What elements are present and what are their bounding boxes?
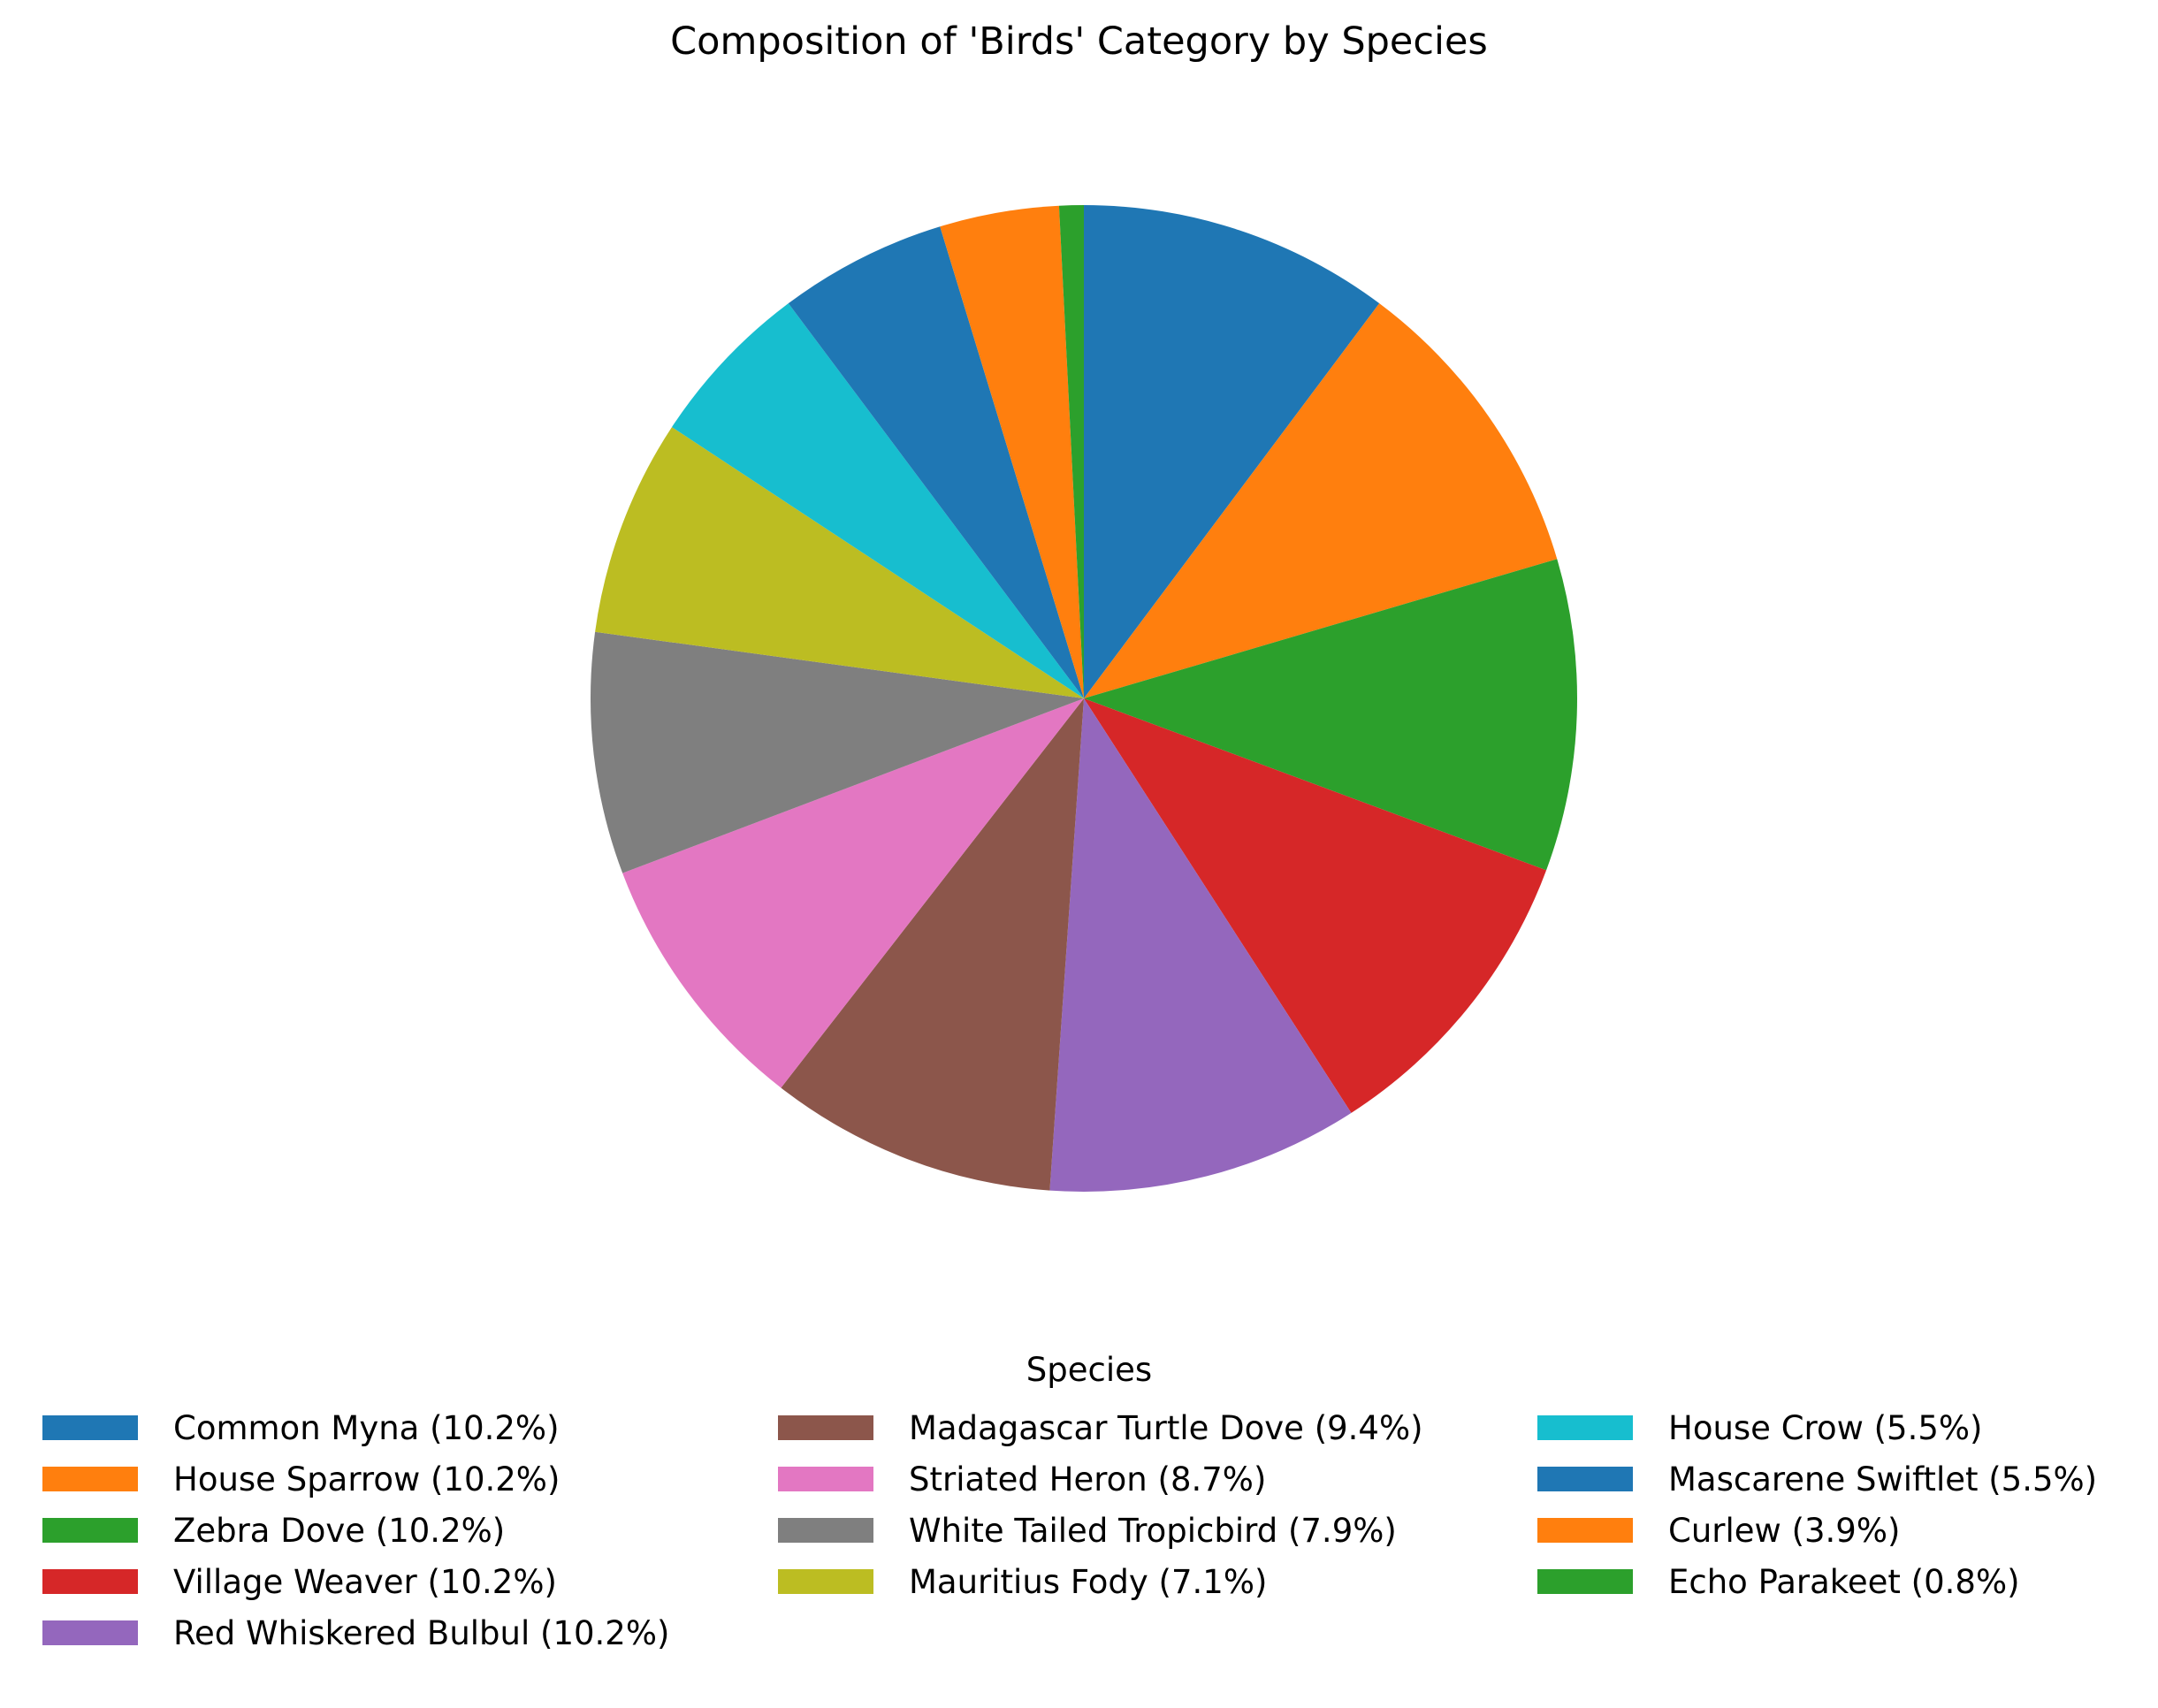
legend-item: Mascarene Swiftlet (5.5%)	[1537, 1453, 2097, 1505]
pie-slice-1	[1084, 303, 1558, 698]
legend-item: Common Myna (10.2%)	[42, 1402, 669, 1453]
legend-label: Mauritius Fody (7.1%)	[909, 1562, 1268, 1601]
legend-swatch	[1537, 1569, 1633, 1594]
legend-swatch	[778, 1569, 873, 1594]
legend-swatch	[778, 1467, 873, 1491]
legend-item: Echo Parakeet (0.8%)	[1537, 1556, 2097, 1607]
pie-slice-3	[1084, 698, 1547, 1113]
legend-item: Village Weaver (10.2%)	[42, 1556, 669, 1607]
legend-swatch	[42, 1518, 138, 1543]
legend-item: Madagascar Turtle Dove (9.4%)	[778, 1402, 1423, 1453]
legend-item: House Sparrow (10.2%)	[42, 1453, 669, 1505]
legend-swatch	[778, 1518, 873, 1543]
pie-slice-0	[1084, 205, 1380, 698]
pie-slice-4	[1049, 698, 1352, 1192]
legend-label: Common Myna (10.2%)	[173, 1408, 560, 1447]
pie-slice-10	[788, 226, 1084, 699]
legend-label: Zebra Dove (10.2%)	[173, 1511, 506, 1550]
pie-slice-11	[940, 205, 1084, 698]
legend-column: Madagascar Turtle Dove (9.4%) Striated He…	[778, 1402, 1423, 1607]
pie-slice-9	[671, 303, 1084, 698]
legend-column: Common Myna (10.2%) House Sparrow (10.2%)…	[42, 1402, 669, 1658]
legend-swatch	[1537, 1467, 1633, 1491]
legend-title: Species	[1026, 1351, 1153, 1389]
pie-slice-8	[595, 427, 1084, 698]
legend-label: Madagascar Turtle Dove (9.4%)	[909, 1408, 1423, 1447]
pie-slice-2	[1084, 559, 1577, 871]
legend-swatch	[42, 1620, 138, 1645]
pie-slice-6	[622, 698, 1084, 1088]
legend-label: Red Whiskered Bulbul (10.2%)	[173, 1613, 670, 1652]
legend-swatch	[42, 1415, 138, 1440]
legend-swatch	[1537, 1518, 1633, 1543]
legend-swatch	[1537, 1415, 1633, 1440]
pie-slice-5	[781, 698, 1084, 1191]
legend-label: House Crow (5.5%)	[1668, 1408, 1983, 1447]
legend-label: White Tailed Tropicbird (7.9%)	[909, 1511, 1397, 1550]
legend-column: House Crow (5.5%) Mascarene Swiftlet (5.5…	[1537, 1402, 2097, 1607]
legend-label: Village Weaver (10.2%)	[173, 1562, 557, 1601]
legend-item: House Crow (5.5%)	[1537, 1402, 2097, 1453]
legend-swatch	[778, 1415, 873, 1440]
pie-slice-7	[591, 631, 1084, 873]
chart-title: Composition of 'Birds' Category by Speci…	[670, 19, 1488, 64]
legend-label: Echo Parakeet (0.8%)	[1668, 1562, 2020, 1601]
pie-chart	[591, 205, 1577, 1192]
legend-item: Striated Heron (8.7%)	[778, 1453, 1423, 1505]
legend-label: Mascarene Swiftlet (5.5%)	[1668, 1460, 2098, 1498]
legend-item: White Tailed Tropicbird (7.9%)	[778, 1505, 1423, 1556]
legend-item: Mauritius Fody (7.1%)	[778, 1556, 1423, 1607]
legend-swatch	[42, 1569, 138, 1594]
legend-swatch	[42, 1467, 138, 1491]
legend-label: House Sparrow (10.2%)	[173, 1460, 560, 1498]
legend-item: Red Whiskered Bulbul (10.2%)	[42, 1607, 669, 1658]
legend-item: Curlew (3.9%)	[1537, 1505, 2097, 1556]
legend-item: Zebra Dove (10.2%)	[42, 1505, 669, 1556]
legend-label: Curlew (3.9%)	[1668, 1511, 1901, 1550]
pie-slice-12	[1058, 205, 1084, 698]
legend-label: Striated Heron (8.7%)	[909, 1460, 1267, 1498]
